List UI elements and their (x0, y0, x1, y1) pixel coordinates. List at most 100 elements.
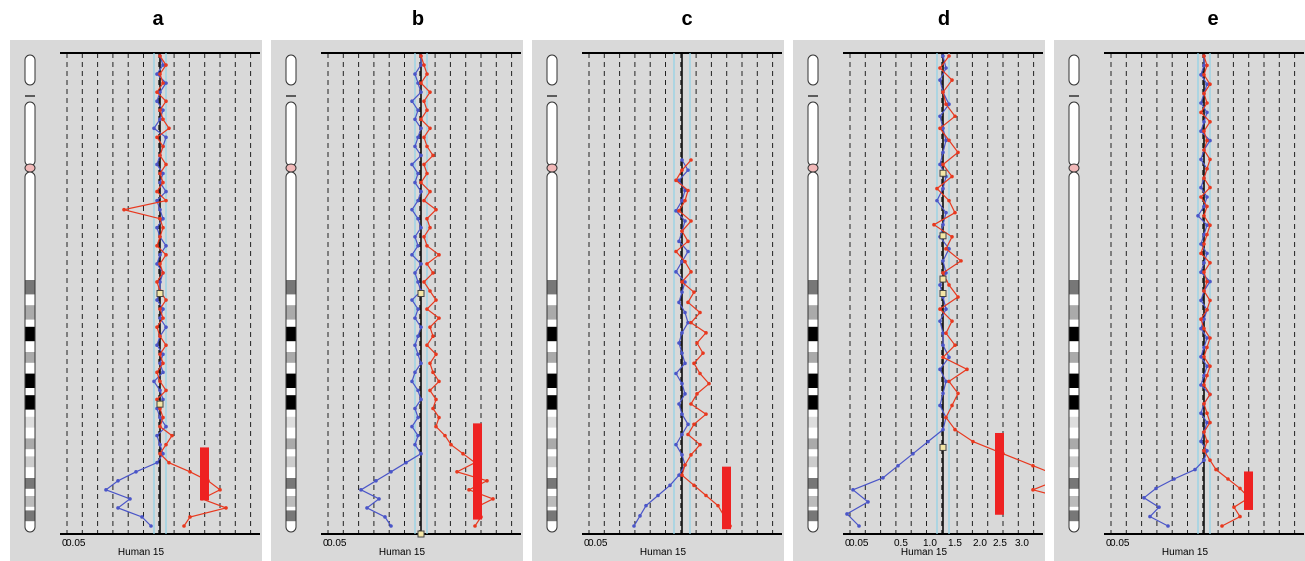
x-tick-label: 0.05 (1110, 538, 1130, 549)
data-point (158, 180, 162, 185)
data-point (674, 209, 678, 213)
data-point (437, 253, 441, 257)
data-point (950, 403, 954, 408)
data-point (155, 433, 159, 438)
ideogram-band (808, 438, 818, 450)
ideogram-band (1069, 496, 1079, 507)
data-point (158, 388, 162, 393)
ideogram-band (808, 305, 818, 320)
data-point (944, 247, 948, 251)
data-point (419, 189, 423, 194)
data-point (161, 144, 165, 149)
data-point (881, 475, 885, 480)
data-point (161, 361, 165, 366)
x-tick-label: 0 (1106, 538, 1112, 549)
data-point (1205, 308, 1209, 312)
data-point (140, 515, 144, 519)
data-point (938, 283, 942, 287)
data-point (941, 427, 945, 432)
data-point (431, 153, 435, 158)
ideogram-band (286, 416, 296, 428)
chart-svg-d: 00.05 0.5 1.0 1.5 2.0 2.5 3.0 (807, 52, 1045, 549)
red-bar (722, 466, 731, 530)
data-point (161, 117, 165, 122)
data-point (425, 216, 429, 221)
data-point (680, 198, 684, 203)
ideogram-band (286, 478, 296, 489)
data-point (947, 198, 951, 203)
ideogram-centromere (1068, 163, 1080, 173)
x-tick-label: 0.05 (327, 538, 347, 549)
data-point (419, 153, 423, 158)
data-point (416, 198, 420, 203)
data-point (680, 290, 684, 294)
ideogram-band (547, 438, 557, 450)
data-point (1208, 336, 1212, 340)
data-point (419, 54, 423, 58)
data-point (947, 379, 951, 384)
data-point (941, 150, 945, 155)
data-point (941, 162, 945, 167)
data-point (134, 469, 138, 474)
data-point (413, 117, 417, 122)
data-point (419, 325, 423, 329)
data-point (431, 271, 435, 275)
data-point (416, 334, 420, 338)
data-point (944, 102, 948, 107)
data-point (158, 424, 162, 429)
chart-panel-c: 0 0.05 Human 15 (532, 40, 784, 561)
data-point (1199, 355, 1203, 359)
marker-square (939, 275, 947, 283)
data-point (677, 473, 681, 477)
data-point (1202, 120, 1206, 124)
ideogram-short-arm (807, 101, 819, 167)
ideogram-band (808, 510, 818, 522)
ideogram-band (808, 478, 818, 489)
data-point (434, 207, 438, 212)
series-line-red (1200, 55, 1250, 527)
data-point (1199, 326, 1203, 331)
data-point (164, 442, 168, 447)
data-point (416, 433, 420, 438)
data-point (704, 331, 708, 335)
chromosome-ideogram-e (1068, 54, 1080, 533)
data-point (161, 415, 165, 420)
data-point (941, 126, 945, 131)
data-point (413, 271, 417, 275)
data-point (428, 90, 432, 94)
data-point (1148, 514, 1152, 519)
data-point (1208, 261, 1212, 265)
data-point (104, 488, 108, 492)
data-point (1199, 298, 1203, 303)
data-point (158, 108, 162, 113)
marker-square (939, 443, 947, 451)
data-point (359, 488, 363, 492)
ideogram-band (1069, 373, 1079, 388)
data-point (1031, 488, 1035, 492)
data-point (683, 392, 687, 396)
ideogram-band (25, 496, 35, 507)
data-point (158, 117, 162, 122)
data-point (953, 114, 957, 119)
data-point (161, 216, 165, 221)
data-point (164, 244, 168, 248)
data-point (1202, 204, 1206, 209)
data-point (434, 352, 438, 357)
data-point (950, 319, 954, 323)
data-point (1202, 326, 1206, 331)
data-point (680, 168, 684, 172)
data-point (164, 189, 168, 194)
data-point (116, 506, 120, 510)
data-point (428, 289, 432, 293)
data-point (485, 479, 489, 483)
data-point (857, 524, 861, 528)
data-point (1205, 204, 1209, 209)
data-point (953, 210, 957, 215)
ideogram-band (25, 326, 35, 342)
data-point (425, 108, 429, 113)
data-point (953, 427, 957, 432)
data-point (419, 126, 423, 131)
data-point (155, 189, 159, 194)
ideogram-band (808, 395, 818, 410)
data-point (1202, 91, 1206, 96)
